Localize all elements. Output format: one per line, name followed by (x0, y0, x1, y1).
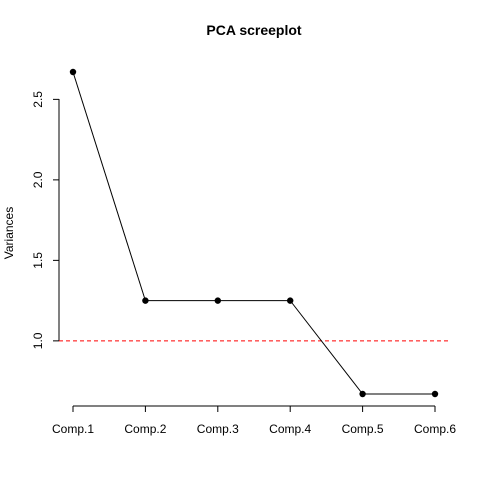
y-tick-label: 1.0 (31, 332, 45, 349)
y-axis-title: Variances (2, 207, 16, 259)
x-ticks: Comp.1 Comp.2 Comp.3 Comp.4 Comp.5 Comp.6 (52, 406, 456, 436)
x-tick-label: Comp.6 (414, 422, 456, 436)
data-point (431, 390, 439, 398)
x-tick-label: Comp.5 (342, 422, 384, 436)
series-variances (69, 68, 439, 398)
y-tick-label: 2.0 (31, 171, 45, 188)
x-tick-label: Comp.4 (269, 422, 311, 436)
series-segment (72, 71, 146, 301)
x-tick-label: Comp.1 (52, 422, 94, 436)
x-tick-label: Comp.2 (124, 422, 166, 436)
data-point (359, 390, 366, 398)
data-point (287, 297, 294, 304)
data-point (69, 68, 77, 76)
y-ticks: 1.0 1.5 2.0 2.5 (31, 91, 59, 349)
chart-title: PCA screeplot (206, 22, 302, 38)
y-tick-label: 1.5 (31, 252, 45, 269)
x-tick-label: Comp.3 (197, 422, 239, 436)
data-point (214, 297, 221, 304)
data-point (142, 297, 149, 304)
series-segment (289, 300, 363, 395)
y-tick-label: 2.5 (31, 91, 45, 108)
